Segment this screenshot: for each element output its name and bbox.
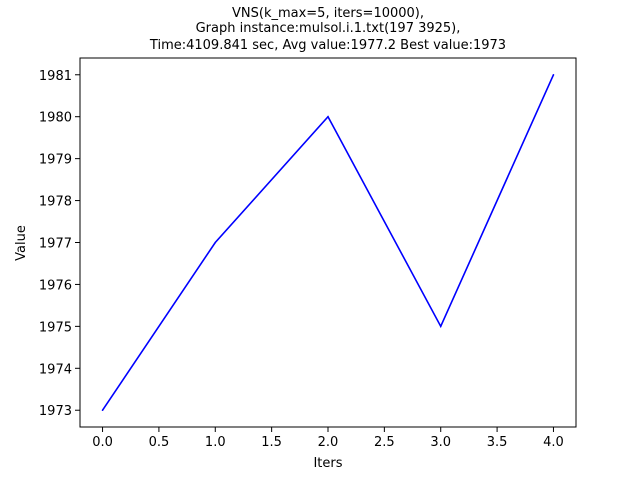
x-tick-label: 0.5	[149, 435, 170, 450]
chart-title-line-1: VNS(k_max=5, iters=10000),	[232, 6, 424, 21]
y-tick-label: 1978	[39, 195, 72, 210]
data-point	[327, 115, 329, 118]
data-point	[101, 409, 104, 412]
x-tick-label: 2.0	[318, 435, 339, 450]
chart-title: VNS(k_max=5, iters=10000), Graph instanc…	[149, 6, 506, 53]
y-tick-label: 1974	[39, 362, 72, 377]
y-tick-label: 1975	[39, 320, 72, 335]
chart-title-line-3: Time:4109.841 sec, Avg value:1977.2 Best…	[149, 38, 506, 53]
x-tick-label: 1.0	[205, 435, 226, 450]
x-tick-label: 1.5	[261, 435, 282, 450]
x-tick-label: 0.0	[92, 435, 113, 450]
y-tick-label: 1976	[39, 278, 72, 293]
data-point	[439, 325, 442, 328]
series-layer	[101, 73, 555, 412]
y-axis-ticks: 1973 1974 1975 1976 1977 1978 1979 1980 1981	[39, 69, 80, 419]
x-tick-label: 3.0	[430, 435, 451, 450]
x-tick-label: 4.0	[543, 435, 564, 450]
x-axis-ticks: 0.0 0.5 1.0 1.5 2.0 2.5 3.0 3.5 4.0	[92, 427, 564, 450]
x-axis-label: Iters	[313, 456, 342, 471]
y-tick-label: 1981	[39, 69, 72, 84]
y-tick-label: 1973	[39, 404, 72, 419]
data-point	[552, 73, 555, 76]
y-tick-label: 1977	[39, 237, 72, 252]
chart-title-line-2: Graph instance:mulsol.i.1.txt(197 3925),	[196, 21, 461, 36]
y-tick-label: 1979	[39, 153, 72, 168]
x-tick-label: 3.5	[487, 435, 508, 450]
x-tick-label: 2.5	[374, 435, 395, 450]
y-axis-label: Value	[14, 225, 29, 261]
data-point	[214, 241, 217, 244]
y-tick-label: 1980	[39, 111, 72, 126]
